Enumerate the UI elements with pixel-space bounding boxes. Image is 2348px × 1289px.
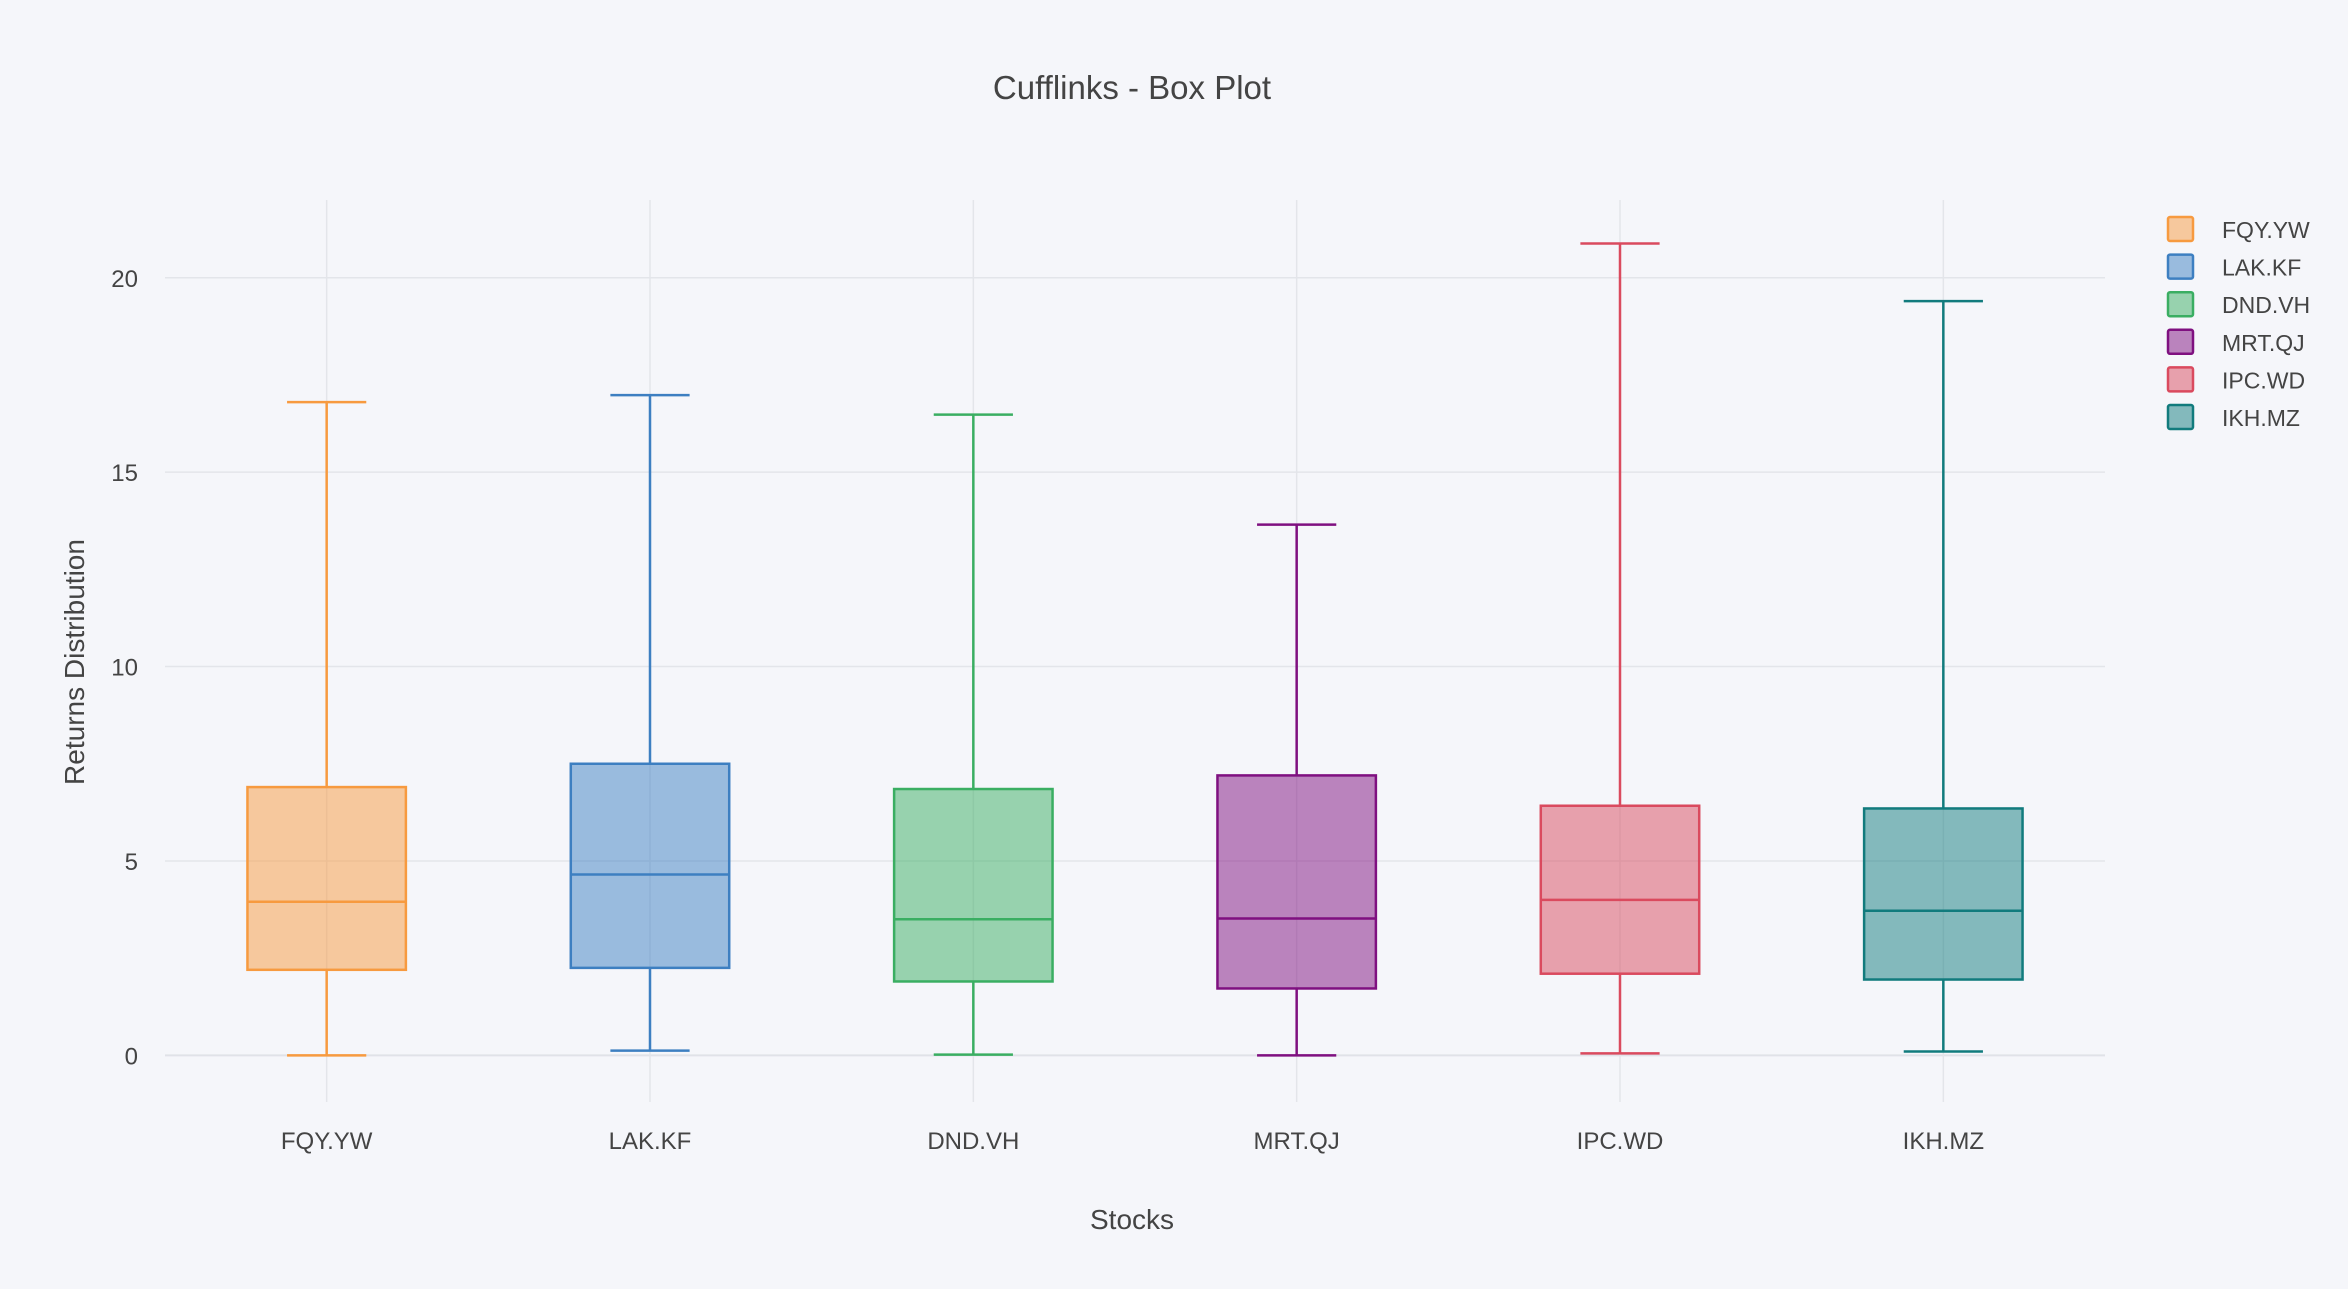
x-tick-label: FQY.YW <box>281 1128 373 1155</box>
chart-title: Cufflinks - Box Plot <box>993 69 1271 106</box>
axes: 0 5 10 15 20 FQY.YW LAK.KF DND.VH MRT.QJ IPC.WD IK… <box>111 266 1984 1155</box>
legend-swatch <box>2166 290 2195 318</box>
y-axis-title: Returns Distribution <box>59 539 90 785</box>
legend-swatch <box>2166 403 2195 431</box>
x-tick-label: MRT.QJ <box>1254 1128 1340 1155</box>
legend-item: DND.VH <box>2166 290 2310 318</box>
y-tick-label: 20 <box>111 266 138 293</box>
legend-item: MRT.QJ <box>2166 328 2305 356</box>
box-lak-kf <box>569 393 731 1052</box>
legend-item: IKH.MZ <box>2166 403 2300 431</box>
legend-label: DND.VH <box>2222 292 2310 318</box>
box-dnd-vh <box>892 413 1054 1056</box>
x-tick-label: IKH.MZ <box>1903 1128 1984 1155</box>
x-tick-label: IPC.WD <box>1577 1128 1664 1155</box>
y-tick-label: 15 <box>111 460 138 487</box>
box-fqy-yw <box>246 400 408 1057</box>
legend-label: FQY.YW <box>2222 217 2310 243</box>
plot-area <box>246 242 2024 1057</box>
legend-swatch <box>2166 366 2195 393</box>
box-ipc-wd <box>1539 242 1701 1055</box>
x-axis-title: Stocks <box>1090 1204 1174 1235</box>
legend-swatch <box>2166 328 2195 356</box>
x-tick-label: DND.VH <box>927 1128 1019 1155</box>
legend-item: FQY.YW <box>2166 215 2310 243</box>
y-tick-label: 0 <box>125 1043 138 1070</box>
box-mrt-qj <box>1216 523 1378 1057</box>
legend-swatch <box>2166 253 2195 280</box>
legend-item: IPC.WD <box>2166 366 2305 393</box>
x-tick-label: LAK.KF <box>609 1128 692 1155</box>
iqr-box <box>1539 804 1701 975</box>
legend-label: IKH.MZ <box>2222 405 2300 431</box>
legend-swatch <box>2166 215 2195 243</box>
grid <box>165 200 2105 1102</box>
iqr-box <box>1216 774 1378 990</box>
iqr-box <box>569 762 731 970</box>
y-tick-label: 10 <box>111 655 138 682</box>
legend-label: LAK.KF <box>2222 255 2301 281</box>
legend-label: IPC.WD <box>2222 367 2305 393</box>
box-ikh-mz <box>1862 299 2024 1053</box>
iqr-box <box>246 785 408 972</box>
iqr-box <box>892 787 1054 983</box>
legend-item: LAK.KF <box>2166 253 2301 281</box>
iqr-box <box>1862 807 2024 981</box>
y-tick-label: 5 <box>125 849 138 876</box>
legend: FQY.YW LAK.KF DND.VH MRT.QJ IPC.WD IKH.MZ <box>2166 215 2310 431</box>
legend-label: MRT.QJ <box>2222 330 2305 356</box>
